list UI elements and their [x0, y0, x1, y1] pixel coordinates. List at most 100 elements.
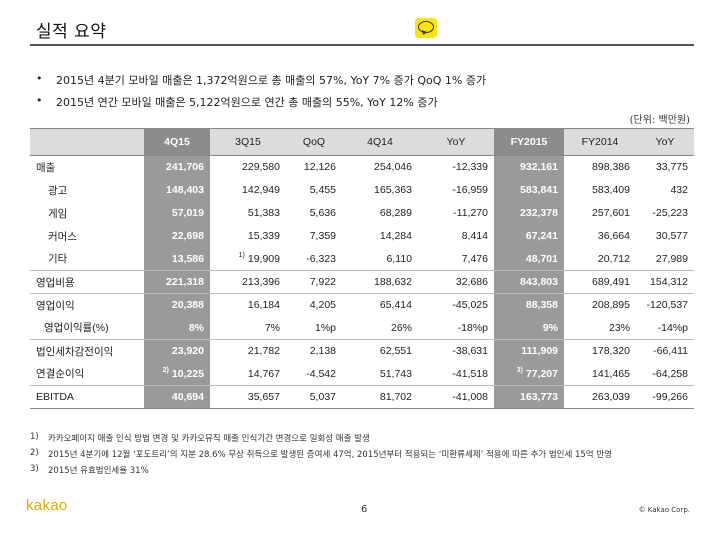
table-cell: 213,396 [210, 270, 286, 294]
bullet-marker: • [36, 72, 43, 85]
table-cell: 36,664 [564, 225, 636, 248]
table-cell: 48,701 [494, 247, 564, 271]
footnote: 1) 카카오페이지 매출 인식 방법 변경 및 카카오뮤직 매출 인식기간 변경… [30, 432, 690, 448]
cell-value: 68,289 [379, 207, 412, 219]
table-cell: 188,632 [342, 270, 418, 294]
table-cell: 148,403 [144, 178, 210, 202]
cell-value: -38,631 [452, 345, 488, 358]
cell-value: 8% [188, 321, 204, 334]
cell-value: 1%p [314, 321, 336, 334]
table-row: 영업이익 20,388 16,184 4,205 65,414 -45,025 88,358… [30, 293, 694, 317]
cell-value: 48,701 [525, 252, 558, 265]
cell-value: 5,037 [309, 391, 336, 403]
cell-value: 16,184 [247, 299, 280, 312]
table-cell: -120,537 [636, 294, 694, 317]
table-cell: 14,767 [210, 362, 286, 386]
financial-summary-table: 4Q15 3Q15 QoQ 4Q14 YoY FY2015 FY2014 YoY… [30, 128, 694, 409]
cell-value: 81,702 [379, 391, 412, 403]
row-label: 영업이익 [36, 299, 75, 312]
column-header: FY2015 [494, 128, 564, 156]
footnote-number: 1) [30, 432, 39, 442]
cell-value: 148,403 [166, 184, 204, 196]
table-row: 커머스 22,698 15,339 7,359 14,284 8,414 67,241 36,… [30, 224, 694, 248]
row-label: 커머스 [48, 230, 77, 243]
row-label: 기타 [30, 247, 144, 271]
table-cell: 20,712 [564, 247, 636, 271]
table-cell: 208,895 [564, 294, 636, 317]
table-cell: 221,318 [144, 270, 210, 294]
cell-value: 432 [670, 184, 688, 196]
kakaotalk-icon [415, 18, 437, 38]
row-label: 게임 [48, 207, 68, 220]
cell-value: -14%p [657, 321, 688, 334]
table-cell: -64,258 [636, 362, 694, 386]
table-cell: 583,841 [494, 178, 564, 202]
footnote-text: 2015년 유효법인세율 31% [48, 466, 149, 476]
row-label: 광고 [48, 184, 68, 197]
footnote-number: 2) [30, 448, 39, 458]
footnote-number: 3) [30, 464, 39, 474]
cell-value: 57,019 [171, 207, 204, 219]
table-cell: -14%p [636, 316, 694, 340]
table-cell: 3) 77,207 [494, 362, 564, 386]
footnote: 3) 2015년 유효법인세율 31% [30, 464, 690, 480]
table-cell: 22,698 [144, 224, 210, 248]
table-cell: 1) 19,909 [210, 247, 286, 271]
bullet-item: • 2015년 연간 모바일 매출은 5,122억원으로 연간 총 매출의 55… [36, 94, 676, 116]
table-cell: 33,775 [636, 156, 694, 179]
cell-value: 51,383 [247, 207, 280, 219]
table-cell: -38,631 [418, 340, 494, 363]
table-cell: 229,580 [210, 156, 286, 179]
table-cell: 5,037 [286, 385, 342, 409]
table-cell: 62,551 [342, 340, 418, 363]
cell-value: 4,205 [309, 299, 336, 312]
table-cell: -18%p [418, 316, 494, 340]
cell-value: 6,110 [386, 252, 413, 265]
cell-value: 583,841 [520, 184, 558, 196]
cell-value: 40,694 [171, 391, 204, 403]
table-cell: -4,542 [286, 362, 342, 386]
table-cell: 7,359 [286, 225, 342, 248]
cell-value: 14,767 [247, 367, 280, 380]
cell-value: 36,664 [597, 230, 630, 242]
cell-value: -12,339 [452, 161, 488, 174]
cell-value: -16,959 [452, 184, 488, 196]
table-cell: 35,657 [210, 385, 286, 409]
column-header: 4Q14 [342, 128, 418, 156]
table-cell: 14,284 [342, 225, 418, 248]
copyright: © Kakao Corp. [638, 506, 690, 514]
table-cell: 843,803 [494, 270, 564, 294]
column-header: QoQ [286, 128, 342, 156]
table-cell: 241,706 [144, 155, 210, 179]
cell-value: -120,537 [646, 299, 688, 312]
table-cell: 13,586 [144, 247, 210, 271]
cell-value: -99,266 [652, 391, 688, 403]
row-label: 매출 [36, 161, 56, 174]
table-row: EBITDA 40,694 35,657 5,037 81,702 -41,008 163,… [30, 385, 694, 409]
cell-value: 30,577 [655, 230, 688, 242]
page-number: 6 [361, 504, 368, 515]
row-label: 영업비용 [30, 270, 144, 294]
table-cell: 2,138 [286, 340, 342, 363]
row-label: EBITDA [30, 385, 144, 409]
cell-value: 188,632 [374, 276, 412, 288]
table-cell: 178,320 [564, 340, 636, 363]
cell-value: 21,782 [247, 345, 280, 358]
table-cell: 68,289 [342, 202, 418, 225]
table-row: 매출 241,706 229,580 12,126 254,046 -12,339 932,… [30, 155, 694, 179]
cell-value: 178,320 [592, 345, 630, 358]
footnote-ref: 1) [238, 251, 245, 259]
cell-value: 13,586 [171, 252, 204, 265]
cell-value: 241,706 [166, 161, 204, 174]
table-cell: 21,782 [210, 340, 286, 363]
table-cell: 9% [494, 316, 564, 340]
cell-value: 7,359 [309, 230, 336, 242]
table-cell: 16,184 [210, 294, 286, 317]
bullet-item: • 2015년 4분기 모바일 매출은 1,372억원으로 총 매출의 57%,… [36, 72, 676, 94]
table-cell: 40,694 [144, 385, 210, 409]
table-row: 연결순이익 2) 10,225 14,767 -4,542 51,743 -41,518 3)… [30, 362, 694, 386]
table-cell: 689,491 [564, 270, 636, 294]
cell-value: -41,518 [452, 367, 488, 380]
table-cell: 5,455 [286, 179, 342, 202]
cell-value: -6,323 [306, 252, 336, 265]
